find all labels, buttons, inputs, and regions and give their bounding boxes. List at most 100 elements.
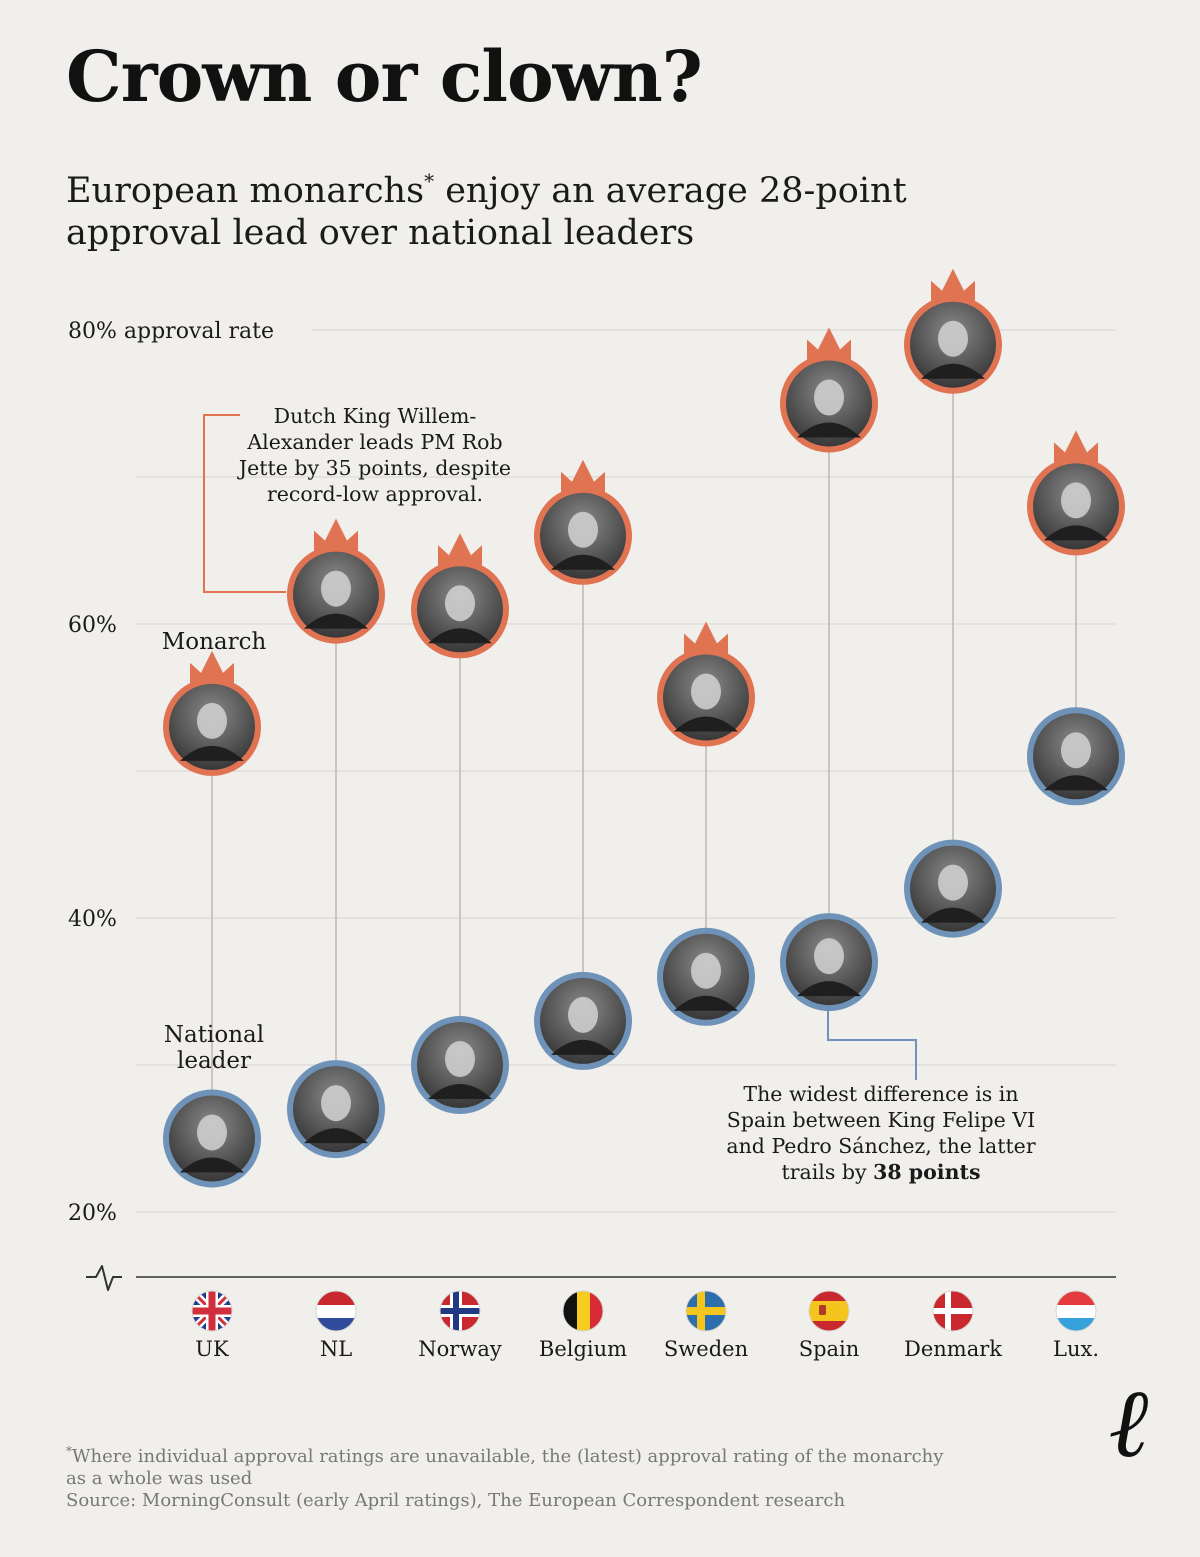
subtitle-footnote-mark: *: [424, 169, 435, 193]
country-label-sweden: Sweden: [664, 1337, 748, 1361]
chart-subtitle: European monarchs* enjoy an average 28-p…: [66, 160, 1066, 254]
leader-marker-nl-shoulders-icon: [304, 1128, 368, 1144]
monarch-marker-belgium-shoulders-icon: [551, 554, 615, 570]
country-label-nl: NL: [320, 1337, 352, 1361]
leader-marker-norway-shoulders-icon: [428, 1084, 492, 1099]
leader-marker-uk: [163, 1089, 261, 1188]
leader-marker-spain-shoulders-icon: [797, 981, 861, 997]
chart-title: Crown or clown?: [66, 35, 703, 118]
subtitle-text-end: enjoy an average 28-point approval lead …: [66, 171, 907, 253]
monarch-marker-sweden-crown-icon: [684, 621, 728, 654]
monarch-marker-lux: [1027, 430, 1125, 556]
y-tick-label-20: 20%: [68, 1201, 117, 1226]
monarch-marker-uk-head-icon: [197, 702, 227, 739]
monarch-label: Monarch: [161, 629, 267, 655]
luxembourg-flag-icon: [1055, 1290, 1097, 1332]
country-label-spain: Spain: [799, 1337, 860, 1361]
nl-flag-icon: [315, 1290, 357, 1332]
leader-marker-uk-shoulders-icon: [180, 1157, 244, 1173]
monarch-marker-uk-crown-icon: [190, 650, 234, 683]
footnote-text: Where individual approval ratings are un…: [66, 1446, 944, 1489]
marker-layer: [163, 268, 1125, 1188]
monarch-marker-norway-head-icon: [445, 585, 475, 622]
monarch-marker-denmark-crown-icon: [931, 268, 975, 301]
monarch-marker-lux-head-icon: [1061, 482, 1091, 519]
monarch-marker-belgium: [534, 459, 632, 585]
source-note: Source: MorningConsult (early April rati…: [66, 1490, 846, 1511]
netherlands-callout-line: [203, 414, 286, 593]
norway-flag-icon: [439, 1290, 481, 1332]
spain-annotation-text: The widest difference is in Spain betwee…: [726, 1082, 1036, 1184]
monarch-marker-lux-crown-icon: [1054, 430, 1098, 463]
monarch-marker-norway: [411, 533, 509, 659]
y-tick-label-40: 40%: [68, 907, 117, 932]
monarch-marker-denmark-shoulders-icon: [921, 363, 985, 379]
uk-flag-icon: [191, 1290, 233, 1332]
leader-marker-denmark-head-icon: [938, 864, 968, 901]
monarch-marker-nl-head-icon: [321, 570, 351, 607]
leader-marker-sweden-shoulders-icon: [674, 995, 738, 1011]
monarch-marker-nl-shoulders-icon: [304, 613, 368, 629]
leader-marker-nl-head-icon: [321, 1085, 351, 1122]
spain-annotation-bold: 38 points: [873, 1160, 981, 1184]
y-tick-label-60: 60%: [68, 613, 117, 638]
axis-break-icon: [86, 1265, 122, 1291]
spain-flag-icon: [808, 1290, 850, 1332]
monarch-marker-belgium-head-icon: [568, 511, 598, 548]
leader-marker-sweden-head-icon: [691, 952, 721, 989]
leader-marker-uk-head-icon: [197, 1114, 227, 1151]
axis-layer: UK NL Norway Belgium Sweden Spain Denmark Lux.: [86, 1265, 1116, 1361]
monarch-marker-nl-crown-icon: [314, 518, 358, 551]
leader-marker-lux-head-icon: [1061, 732, 1091, 769]
monarch-marker-denmark-head-icon: [938, 320, 968, 357]
country-label-uk: UK: [195, 1337, 229, 1361]
y-tick-label-80: 80% approval rate: [68, 319, 274, 344]
spain-callout-line: [827, 1000, 917, 1080]
subtitle-text-start: European monarchs: [66, 171, 425, 211]
leader-marker-norway: [411, 1016, 509, 1114]
denmark-flag-icon: [932, 1290, 974, 1332]
country-label-denmark: Denmark: [904, 1337, 1002, 1361]
monarch-marker-spain-crown-icon: [807, 327, 851, 360]
monarch-marker-uk: [163, 650, 261, 776]
monarch-marker-belgium-crown-icon: [561, 459, 605, 492]
leader-marker-spain-head-icon: [814, 938, 844, 975]
monarch-marker-sweden-head-icon: [691, 673, 721, 710]
leader-marker-lux-shoulders-icon: [1044, 775, 1108, 791]
monarch-marker-sweden: [657, 621, 755, 747]
leader-marker-sweden: [657, 927, 755, 1026]
leader-marker-norway-head-icon: [445, 1041, 475, 1077]
leader-marker-belgium: [534, 971, 632, 1070]
leader-marker-spain: [780, 913, 878, 1012]
leader-marker-lux: [1027, 707, 1125, 806]
netherlands-annotation: Dutch King Willem-Alexander leads PM Rob…: [238, 404, 512, 506]
spain-annotation: The widest difference is in Spain betwee…: [712, 1081, 1050, 1185]
monarch-marker-norway-shoulders-icon: [428, 628, 492, 644]
monarch-marker-spain-shoulders-icon: [797, 422, 861, 438]
footnote-mark: *: [66, 1444, 72, 1458]
leader-marker-denmark: [904, 839, 1002, 938]
country-label-norway: Norway: [418, 1337, 502, 1361]
leader-marker-nl: [287, 1060, 385, 1159]
footnote: *Where individual approval ratings are u…: [66, 1440, 946, 1490]
monarch-marker-lux-shoulders-icon: [1044, 525, 1108, 541]
grid-layer: 20% 40% 60% 80% approval rate: [68, 319, 1116, 1226]
monarch-marker-sweden-shoulders-icon: [674, 716, 738, 732]
monarch-marker-denmark: [904, 268, 1002, 394]
leader-marker-denmark-shoulders-icon: [921, 907, 985, 923]
monarch-marker-norway-crown-icon: [438, 533, 482, 566]
leader-marker-belgium-shoulders-icon: [551, 1039, 615, 1055]
monarch-marker-nl: [287, 518, 385, 644]
national-leader-label: National leader: [163, 1022, 265, 1074]
leader-marker-belgium-head-icon: [568, 996, 598, 1033]
country-label-belgium: Belgium: [539, 1337, 627, 1361]
country-label-lux: Lux.: [1053, 1337, 1099, 1361]
monarch-marker-spain-head-icon: [814, 379, 844, 416]
publisher-logo: ℓ: [1110, 1366, 1152, 1479]
monarch-marker-uk-shoulders-icon: [180, 745, 244, 761]
monarch-marker-spain: [780, 327, 878, 453]
callout-layer: [203, 414, 917, 1080]
sweden-flag-icon: [685, 1290, 727, 1332]
belgium-flag-icon: [562, 1290, 604, 1332]
